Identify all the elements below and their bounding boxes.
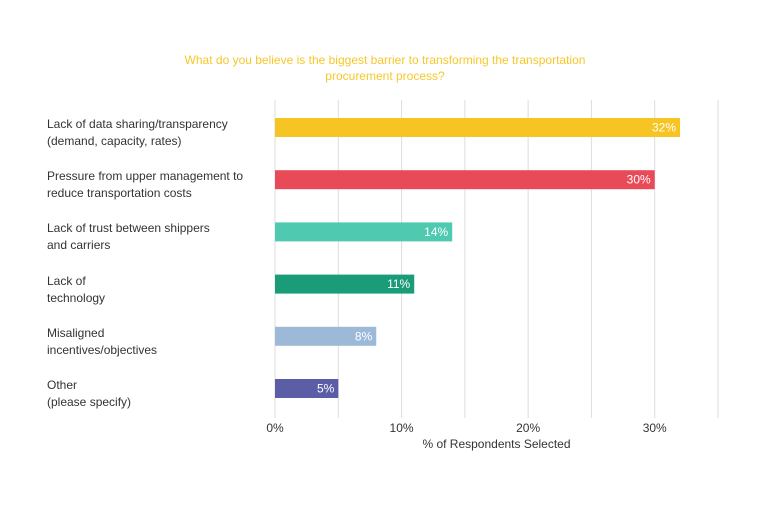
- bar-value-label: 8%: [355, 329, 373, 343]
- x-tick-label: 0%: [266, 421, 284, 435]
- bar-value-label: 14%: [424, 225, 448, 239]
- category-label: Lack of technology: [47, 273, 106, 305]
- chart-title: What do you believe is the biggest barri…: [184, 53, 586, 83]
- bar: [275, 379, 339, 398]
- bar-value-label: 11%: [387, 277, 410, 291]
- bar-value-label: 5%: [317, 382, 335, 396]
- category-label: Lack of trust between shippers and carri…: [47, 221, 210, 253]
- bar-value-label: 32%: [652, 121, 676, 135]
- bar: [275, 326, 377, 346]
- category-label: Pressure from upper management to reduce…: [47, 169, 244, 201]
- bar-value-label: 30%: [627, 173, 651, 187]
- x-tick-label: 30%: [643, 421, 667, 435]
- category-label: Misaligned incentives/objectives: [47, 325, 158, 357]
- category-label: Other (please specify): [47, 378, 132, 409]
- x-tick-label: 20%: [516, 421, 540, 435]
- x-tick-label: 10%: [390, 421, 414, 435]
- bar: [275, 274, 415, 294]
- bar: [275, 170, 655, 190]
- x-axis-title: % of Respondents Selected: [422, 437, 571, 451]
- category-label: Lack of data sharing/transparency (deman…: [47, 117, 228, 148]
- bar: [275, 118, 681, 137]
- bar: [275, 222, 453, 242]
